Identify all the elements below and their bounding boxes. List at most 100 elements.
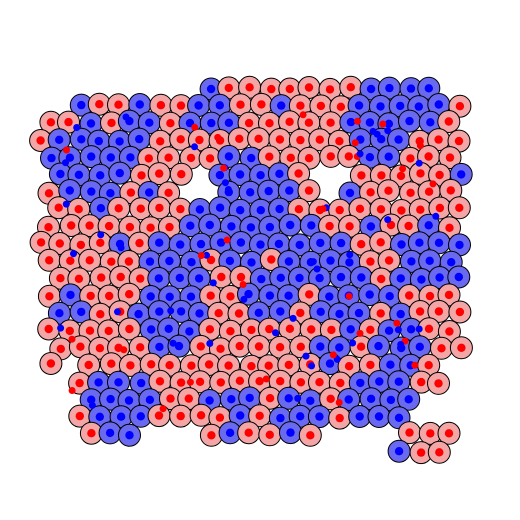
cell-nucleus <box>384 326 394 335</box>
cell-nucleus <box>384 256 394 265</box>
cell-nucleus <box>47 153 56 163</box>
cell-nucleus <box>54 203 63 212</box>
red-cell <box>147 404 171 428</box>
contact-marker <box>384 216 392 224</box>
cell-nucleus <box>164 188 173 197</box>
red-cell <box>189 334 213 358</box>
cell-nucleus <box>236 238 246 247</box>
red-cell <box>359 180 383 204</box>
cell-nucleus <box>165 256 174 266</box>
red-cell <box>308 370 331 394</box>
cell-nucleus <box>316 238 325 248</box>
blue-cell <box>217 144 241 168</box>
cell-nucleus <box>56 344 65 354</box>
cell-nucleus <box>286 220 295 230</box>
cell-nucleus <box>326 256 335 265</box>
cell-nucleus <box>176 204 185 214</box>
cell-nucleus <box>145 395 155 404</box>
cell-nucleus <box>365 290 374 299</box>
cell-nucleus <box>267 84 276 94</box>
cell-nucleus <box>195 309 204 318</box>
red-cell <box>418 421 442 445</box>
cell-nucleus <box>454 136 464 146</box>
cell-nucleus <box>77 135 86 144</box>
cell-nucleus <box>396 101 405 111</box>
contact-marker <box>345 292 353 300</box>
cell-nucleus <box>234 309 244 318</box>
cell-nucleus <box>226 292 235 301</box>
red-cell <box>298 423 322 447</box>
cell-nucleus <box>445 223 454 232</box>
red-cell <box>228 334 252 358</box>
cell-nucleus <box>175 273 184 283</box>
cell-nucleus <box>176 135 185 144</box>
cell-nucleus <box>135 238 144 248</box>
cell-nucleus <box>426 118 435 127</box>
blue-cell <box>397 387 421 411</box>
cell-nucleus <box>335 343 344 352</box>
blue-cell <box>348 371 372 395</box>
cell-nucleus <box>256 240 265 249</box>
cell-nucleus <box>277 101 286 110</box>
cell-nucleus <box>294 205 304 214</box>
cell-nucleus <box>156 101 166 110</box>
red-cell <box>268 128 292 151</box>
cell-nucleus <box>65 186 75 195</box>
cell-nucleus <box>386 395 396 405</box>
blue-cell <box>367 405 391 428</box>
cell-nucleus <box>444 429 454 438</box>
contact-marker <box>415 159 423 167</box>
cell-nucleus <box>424 361 433 370</box>
cell-nucleus <box>246 223 256 232</box>
cell-nucleus <box>245 83 254 92</box>
red-cell <box>37 248 61 272</box>
cell-nucleus <box>77 307 86 317</box>
cell-nucleus <box>405 428 414 437</box>
cell-nucleus <box>357 240 366 249</box>
contact-marker <box>214 133 222 141</box>
red-cell <box>148 369 172 393</box>
red-cell <box>238 75 262 99</box>
cell-nucleus <box>165 361 174 370</box>
cell-nucleus <box>84 360 93 370</box>
contact-marker <box>240 295 248 303</box>
cell-nucleus <box>276 377 285 386</box>
cell-nucleus <box>296 412 305 421</box>
red-cell <box>88 231 112 255</box>
cell-nucleus <box>285 117 294 127</box>
red-cell <box>118 353 142 377</box>
red-cell <box>259 248 283 271</box>
cell-nucleus <box>446 186 455 195</box>
cell-nucleus <box>155 307 164 316</box>
cell-nucleus <box>87 395 96 404</box>
cell-nucleus <box>95 344 105 353</box>
red-cell <box>438 146 462 170</box>
cell-nucleus <box>276 307 285 316</box>
contact-marker <box>114 308 121 316</box>
contact-marker <box>354 117 361 125</box>
blue-cell <box>367 370 391 393</box>
cell-nucleus <box>136 204 145 213</box>
cell-nucleus <box>415 342 424 351</box>
contact-marker <box>432 212 440 220</box>
cell-nucleus <box>106 189 115 198</box>
red-cell <box>88 336 112 360</box>
cell-nucleus <box>396 309 405 319</box>
cell-nucleus <box>424 324 434 333</box>
red-cell <box>257 145 281 169</box>
cell-nucleus <box>274 239 284 249</box>
cell-nucleus <box>265 324 274 334</box>
red-cell <box>89 266 113 290</box>
cell-nucleus <box>366 222 376 231</box>
cell-nucleus <box>56 274 65 283</box>
cell-nucleus <box>114 378 123 387</box>
cell-nucleus <box>45 256 54 265</box>
cell-nucleus <box>275 169 284 178</box>
cell-nucleus <box>357 171 366 180</box>
cell-nucleus <box>45 292 54 301</box>
cell-nucleus <box>275 135 285 144</box>
cell-nucleus <box>444 117 453 126</box>
cell-nucleus <box>85 221 94 230</box>
red-cell <box>427 440 451 464</box>
contact-marker <box>272 329 279 337</box>
